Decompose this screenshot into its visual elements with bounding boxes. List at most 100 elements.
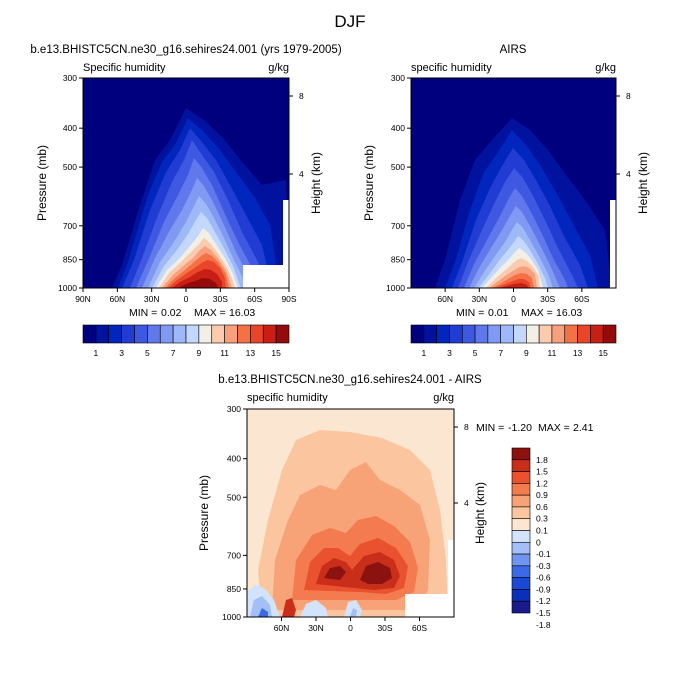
missing-data-area (283, 200, 289, 265)
x-tick-label: 60S (412, 623, 427, 633)
colorbar-label: 13 (246, 348, 256, 358)
colorbar-label: 5 (473, 348, 478, 358)
colorbar-label: 9 (524, 348, 529, 358)
x-tick-label: 0 (511, 294, 516, 304)
y-axis-label: Pressure (mb) (362, 145, 376, 221)
colorbar-swatch (577, 324, 591, 344)
colorbar-swatch (511, 471, 531, 484)
colorbar-swatch (108, 324, 122, 344)
x-tick-label: 30N (472, 294, 488, 304)
max-label: MAX = (538, 422, 570, 434)
colorbar: 1 3 5 7 9 11 13 15 (410, 324, 617, 358)
colorbar-label: 1.8 (536, 455, 548, 465)
colorbar-label: -0.9 (536, 584, 551, 594)
colorbar-swatch (511, 483, 531, 496)
min-label: MIN = (129, 307, 157, 319)
colorbar-label: 0.3 (536, 514, 548, 524)
colorbar-swatch (526, 324, 540, 344)
colorbar-swatch (511, 541, 531, 555)
colorbar-label: 15 (271, 348, 281, 358)
colorbar-label: 0.9 (536, 490, 548, 500)
colorbar-swatch (410, 324, 425, 344)
colorbar-swatch (121, 324, 135, 344)
y-tick-label: 500 (391, 162, 405, 172)
min-value: -1.20 (508, 422, 532, 434)
x-tick-label: 60S (574, 294, 589, 304)
contour-band (500, 283, 528, 288)
colorbar-label: 1.2 (536, 478, 548, 488)
min-label: MIN = (456, 307, 484, 319)
colorbar-label: 9 (197, 348, 202, 358)
contour-field (247, 409, 454, 617)
colorbar-swatch (590, 324, 604, 344)
x-tick-label: 30N (308, 623, 324, 633)
y-tick-label: 300 (391, 73, 405, 83)
y-tick-label: 850 (63, 255, 77, 265)
colorbar-label: 1 (421, 348, 426, 358)
panel-title: b.e13.BHISTC5CN.ne30_g16.sehires24.001 -… (218, 374, 482, 386)
colorbar-swatch (474, 324, 489, 344)
colorbar-swatch (500, 324, 514, 344)
colorbar-swatch (224, 324, 238, 344)
y-tick-label: 1000 (58, 283, 77, 293)
colorbar-swatch (250, 324, 264, 344)
colorbar-label: 1 (94, 348, 99, 358)
colorbar-swatch (82, 324, 97, 344)
right-axis-label: Height (km) (309, 152, 323, 214)
y-axis-label: Pressure (mb) (197, 475, 211, 551)
colorbar-label: -0.1 (536, 549, 551, 559)
colorbar-swatch (487, 324, 501, 344)
panel-title: b.e13.BHISTC5CN.ne30_g16.sehires24.001 (… (30, 44, 341, 56)
x-tick-label: 30S (377, 623, 392, 633)
colorbar-label: 0.1 (536, 526, 548, 536)
max-value: 2.41 (573, 422, 594, 434)
colorbar-swatch (538, 324, 553, 344)
colorbar-label: 0 (536, 537, 541, 547)
panel-title: AIRS (500, 44, 527, 56)
right-tick-label: 4 (299, 169, 304, 179)
colorbar-swatch (237, 324, 251, 344)
x-tick-label: 30S (540, 294, 555, 304)
colorbar-swatch (511, 506, 531, 520)
colorbar-swatch (185, 324, 200, 344)
colorbar-swatch (172, 324, 187, 344)
right-axis-label: Height (km) (636, 152, 650, 214)
colorbar-swatch (461, 324, 476, 344)
colorbar-swatch (159, 324, 174, 344)
max-label: MAX = (194, 307, 226, 319)
y-tick-label: 500 (227, 492, 241, 502)
right-tick-label: 8 (626, 91, 631, 101)
colorbar-swatch (423, 324, 437, 344)
units-label: g/kg (268, 62, 289, 74)
colorbar-label: 1.5 (536, 467, 548, 477)
colorbar-swatch (511, 447, 531, 461)
y-tick-label: 700 (391, 221, 405, 231)
y-tick-label: 700 (227, 550, 241, 560)
y-tick-label: 400 (63, 123, 77, 133)
colorbar-label: 0.6 (536, 502, 548, 512)
panel-airs: AIRS specific humidity g/kg 300400500700… (362, 44, 650, 358)
axes: 300 400 500 700 850 1000 60N 30N 0 30S 60S 8 4 (222, 404, 469, 633)
x-tick-label: 60N (274, 623, 290, 633)
colorbar-label: 3 (447, 348, 452, 358)
colorbar-swatch (95, 324, 110, 344)
y-tick-label: 850 (227, 584, 241, 594)
colorbar-swatch (513, 324, 527, 344)
variable-label: specific humidity (247, 392, 328, 404)
right-tick-label: 8 (299, 91, 304, 101)
colorbar-swatch (564, 324, 578, 344)
missing-data-area (448, 540, 454, 594)
variable-label: Specific humidity (83, 62, 166, 74)
colorbar-swatch (198, 324, 213, 344)
min-value: 0.02 (161, 307, 182, 319)
contour-band (324, 566, 346, 580)
x-tick-label: 0 (348, 623, 353, 633)
y-tick-label: 300 (227, 404, 241, 414)
colorbar-label: -0.6 (536, 573, 551, 583)
y-tick-label: 1000 (222, 612, 241, 622)
y-tick-label: 300 (63, 73, 77, 83)
max-label: MAX = (521, 307, 553, 319)
x-tick-label: 30N (144, 294, 160, 304)
max-value: 16.03 (229, 307, 255, 319)
